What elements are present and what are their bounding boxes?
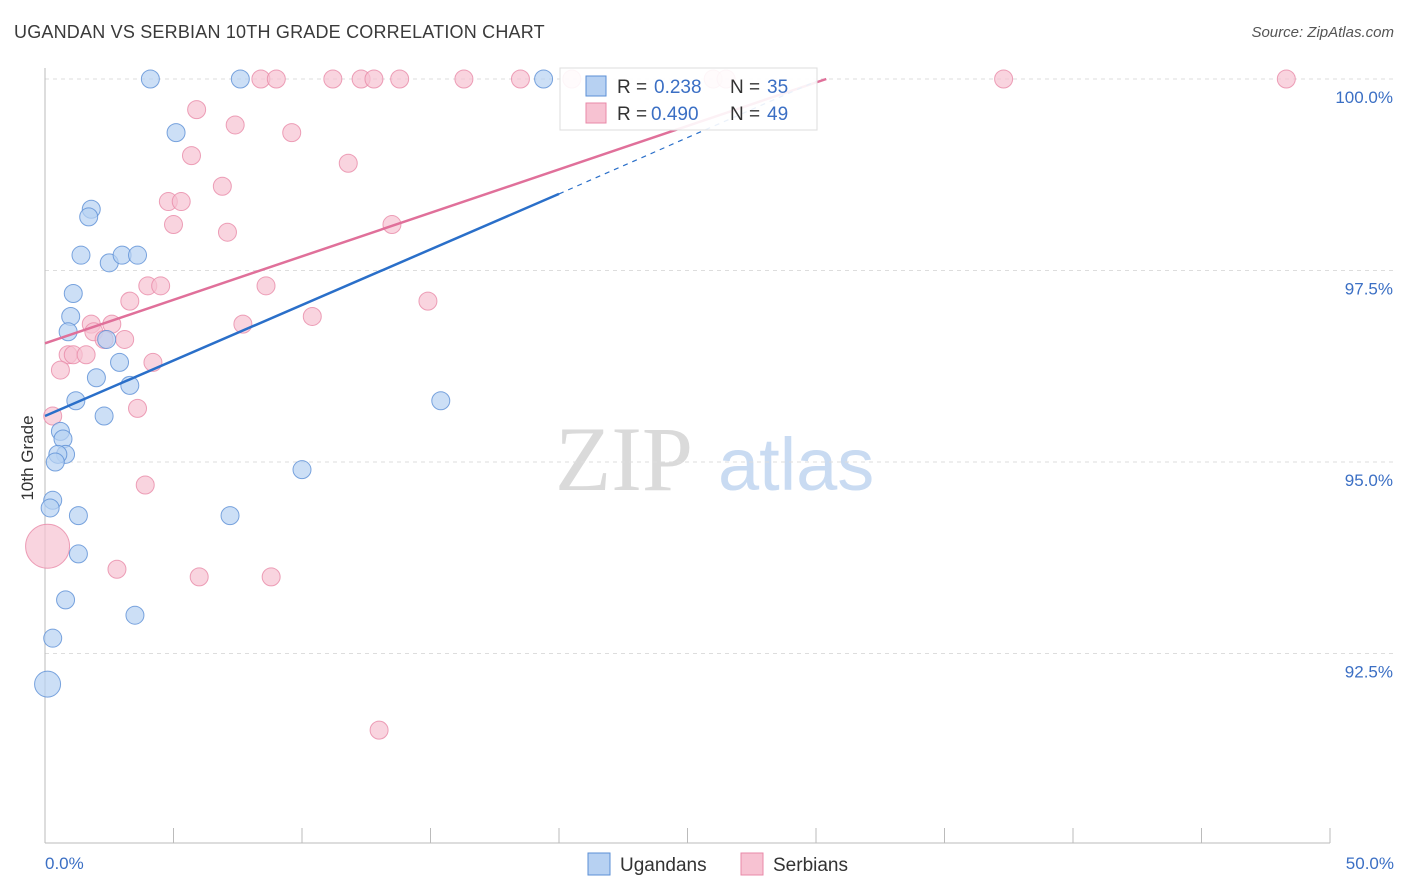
serbian-point	[50, 360, 70, 380]
ugandan-point	[94, 406, 114, 426]
watermark-zip: ZIP	[555, 408, 693, 510]
ugandan-point	[125, 605, 145, 625]
serbian-point	[187, 100, 207, 120]
y-axis-label: 10th Grade	[18, 415, 37, 500]
serbian-point	[994, 69, 1014, 89]
serbian-point	[164, 215, 183, 235]
serbian-point	[212, 176, 232, 196]
ugandan-point	[220, 506, 240, 526]
ugandan-point	[140, 69, 160, 89]
serbian-point	[181, 146, 201, 166]
serbian-point	[338, 153, 358, 173]
chart-title: UGANDAN VS SERBIAN 10TH GRADE CORRELATIO…	[14, 22, 545, 42]
legend-swatch-serbians	[585, 102, 607, 124]
ugandan-point	[97, 329, 117, 349]
ugandan-point	[86, 368, 106, 388]
watermark-atlas: atlas	[718, 423, 874, 506]
serbian-point	[76, 345, 96, 365]
y-tick-labels: 92.5% 95.0% 97.5% 100.0%	[1335, 88, 1393, 682]
serbian-point	[323, 69, 343, 89]
serbian-point	[128, 398, 148, 418]
gridlines	[45, 78, 1394, 654]
serbian-point	[369, 720, 389, 740]
ugandan-point	[431, 391, 451, 411]
serbian-point	[135, 475, 155, 495]
serbian-point	[418, 291, 438, 311]
serbian-point	[390, 69, 410, 89]
legend-r-label-ugandans: R =	[617, 77, 647, 98]
ugandan-point	[128, 245, 148, 265]
ugandan-point	[71, 245, 91, 265]
y-tick-label: 92.5%	[1345, 663, 1393, 682]
serbian-point	[256, 276, 276, 296]
legend-r-value-serbians: 0.490	[651, 104, 699, 125]
ugandan-point	[40, 498, 60, 518]
x-tick-label-max: 50.0%	[1346, 854, 1394, 873]
legend-r-value-ugandans: 0.238	[654, 77, 702, 98]
y-tick-label: 100.0%	[1335, 88, 1393, 107]
serbian-point	[382, 215, 402, 235]
series-legend-label-serbians: Serbians	[773, 855, 848, 876]
ugandan-point	[43, 628, 63, 648]
serbian-point	[454, 69, 474, 89]
ugandan-point	[166, 123, 186, 143]
ugandans-trend-line	[44, 192, 560, 418]
serbian-point	[217, 222, 237, 242]
serbian-point	[302, 306, 322, 326]
legend-n-label-ugandans: N =	[730, 77, 760, 98]
chart-source: Source: ZipAtlas.com	[1251, 24, 1394, 41]
legend-n-value-ugandans: 35	[767, 77, 788, 98]
serbian-point	[364, 69, 384, 89]
y-tick-label: 97.5%	[1345, 280, 1393, 299]
series-legend-swatch-serbians	[740, 852, 764, 876]
ugandans-points	[34, 69, 554, 698]
ugandan-point	[45, 452, 65, 472]
ugandan-point	[110, 352, 130, 372]
ugandan-point	[292, 460, 312, 480]
ugandan-point	[79, 207, 99, 227]
serbian-point	[261, 567, 281, 587]
serbian-point	[1276, 69, 1296, 89]
legend-n-label-serbians: N =	[730, 104, 760, 125]
serbian-point	[151, 276, 171, 296]
series-legend: Ugandans Serbians	[587, 852, 848, 876]
ugandan-point	[68, 506, 88, 526]
ugandan-point	[63, 283, 83, 303]
x-tick-label-min: 0.0%	[45, 854, 84, 873]
serbian-point	[25, 523, 71, 569]
ugandan-point	[534, 69, 554, 89]
serbian-point	[120, 291, 140, 311]
serbian-point	[189, 567, 209, 587]
serbian-point	[225, 115, 245, 135]
serbian-point	[171, 192, 191, 212]
serbian-point	[282, 123, 302, 143]
serbian-point	[510, 69, 530, 89]
ugandan-point	[68, 544, 88, 564]
legend-swatch-ugandans	[585, 75, 607, 97]
serbian-point	[266, 69, 286, 89]
serbian-point	[107, 559, 127, 579]
legend-r-label-serbians: R =	[617, 104, 647, 125]
y-tick-label: 95.0%	[1345, 471, 1393, 490]
x-ticks	[44, 828, 1331, 843]
ugandan-point	[34, 670, 62, 698]
stats-legend: R = 0.238 N = 35 R = 0.490 N = 49	[559, 67, 818, 131]
serbian-point	[115, 329, 135, 349]
series-legend-swatch-ugandans	[587, 852, 611, 876]
legend-n-value-serbians: 49	[767, 104, 788, 125]
ugandan-point	[56, 590, 76, 610]
series-legend-label-ugandans: Ugandans	[620, 855, 707, 876]
serbians-points	[25, 69, 1296, 740]
ugandan-point	[230, 69, 250, 89]
